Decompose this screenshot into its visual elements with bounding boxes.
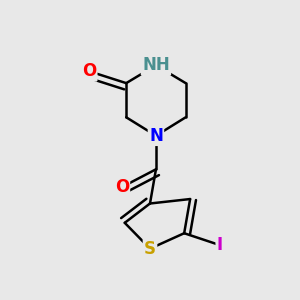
Text: NH: NH [142,56,170,74]
Text: O: O [115,178,129,196]
Text: N: N [149,127,163,145]
Text: I: I [217,236,223,254]
Text: O: O [82,62,96,80]
Text: S: S [144,240,156,258]
